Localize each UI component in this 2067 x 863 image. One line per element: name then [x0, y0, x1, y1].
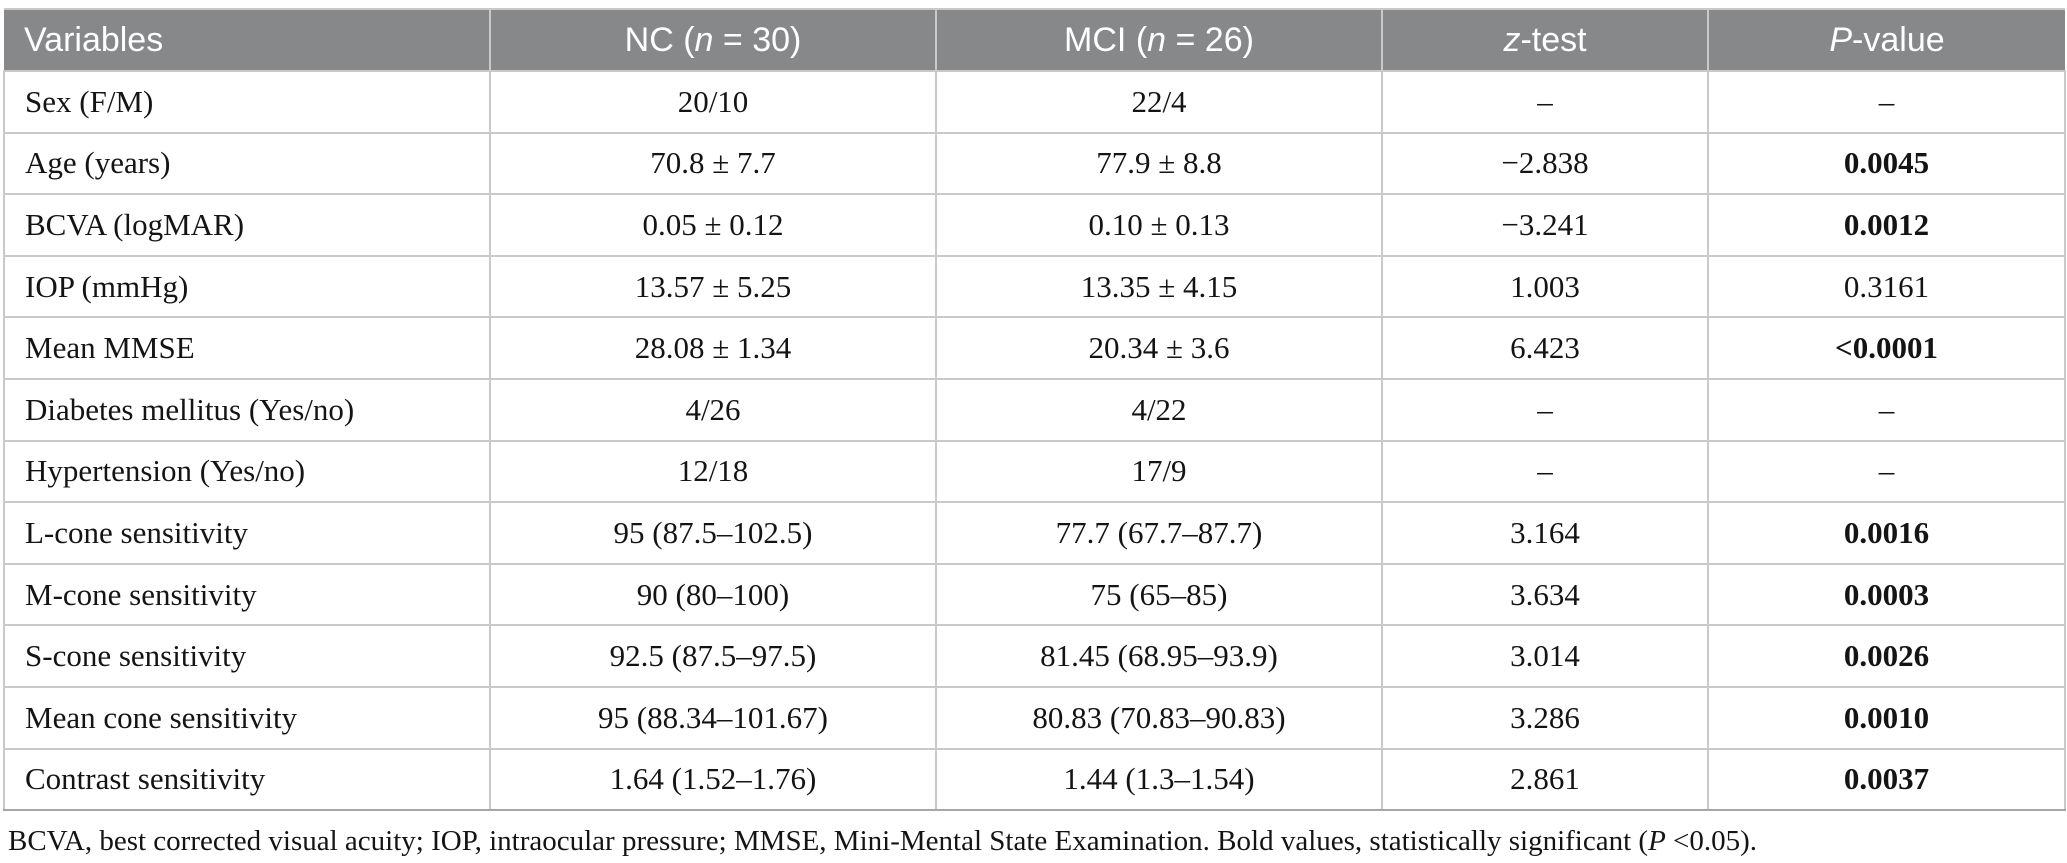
table-row: Mean MMSE 28.08 ± 1.34 20.34 ± 3.6 6.423… [3, 316, 2066, 380]
mci-value: 80.83 (70.83–90.83) [935, 685, 1383, 750]
table-row: M-cone sensitivity 90 (80–100) 75 (65–85… [3, 562, 2066, 627]
pvalue: 0.0016 [1707, 501, 2066, 565]
ztest-value: 1.003 [1381, 254, 1709, 319]
table-row: IOP (mmHg) 13.57 ± 5.25 13.35 ± 4.15 1.0… [3, 254, 2066, 319]
nc-value: 90 (80–100) [489, 562, 937, 627]
demographics-statistics-table: Variables NC (n = 30) MCI (n = 26) z-tes… [3, 8, 2066, 812]
ztest-value: −2.838 [1381, 131, 1709, 196]
ztest-value: – [1381, 377, 1709, 442]
nc-value: 12/18 [489, 439, 937, 504]
nc-value: 4/26 [489, 377, 937, 442]
pvalue: – [1707, 439, 2066, 504]
row-label: Mean cone sensitivity [3, 685, 491, 750]
row-label: Sex (F/M) [3, 70, 491, 134]
col-header-mci: MCI (n = 26) [935, 8, 1383, 72]
nc-value: 95 (87.5–102.5) [489, 501, 937, 565]
pvalue: 0.0026 [1707, 624, 2066, 688]
table-row: BCVA (logMAR) 0.05 ± 0.12 0.10 ± 0.13 −3… [3, 193, 2066, 257]
ztest-value: 3.014 [1381, 624, 1709, 688]
mci-value: 1.44 (1.3–1.54) [935, 747, 1383, 812]
row-label: BCVA (logMAR) [3, 193, 491, 257]
table-header-row: Variables NC (n = 30) MCI (n = 26) z-tes… [4, 8, 2065, 72]
pvalue: 0.0045 [1707, 131, 2066, 196]
ztest-value: 3.164 [1381, 501, 1709, 565]
pvalue: – [1707, 70, 2066, 134]
col-header-variables: Variables [4, 8, 491, 72]
row-label: M-cone sensitivity [3, 562, 491, 627]
table-row: L-cone sensitivity 95 (87.5–102.5) 77.7 … [3, 501, 2066, 565]
nc-value: 20/10 [489, 70, 937, 134]
mci-value: 13.35 ± 4.15 [935, 254, 1383, 319]
ztest-value: 3.286 [1381, 685, 1709, 750]
nc-value: 95 (88.34–101.67) [489, 685, 937, 750]
row-label: Contrast sensitivity [3, 747, 491, 812]
mci-value: 0.10 ± 0.13 [935, 193, 1383, 257]
col-header-pvalue: P-value [1707, 8, 2065, 72]
ztest-value: 2.861 [1381, 747, 1709, 812]
col-header-ztest: z-test [1381, 8, 1709, 72]
pvalue: 0.0012 [1707, 193, 2066, 257]
pvalue: – [1707, 377, 2066, 442]
pvalue: 0.0037 [1707, 747, 2066, 812]
table-row: Hypertension (Yes/no) 12/18 17/9 – – [3, 439, 2066, 504]
nc-value: 13.57 ± 5.25 [489, 254, 937, 319]
row-label: Age (years) [3, 131, 491, 196]
mci-value: 77.7 (67.7–87.7) [935, 501, 1383, 565]
table-footnote: BCVA, best corrected visual acuity; IOP,… [8, 825, 1758, 858]
nc-value: 1.64 (1.52–1.76) [489, 747, 937, 812]
mci-value: 75 (65–85) [935, 562, 1383, 627]
row-label: IOP (mmHg) [3, 254, 491, 319]
mci-value: 81.45 (68.95–93.9) [935, 624, 1383, 688]
mci-value: 22/4 [935, 70, 1383, 134]
row-label: Diabetes mellitus (Yes/no) [3, 377, 491, 442]
pvalue: 0.0010 [1707, 685, 2066, 750]
nc-value: 70.8 ± 7.7 [489, 131, 937, 196]
pvalue: 0.0003 [1707, 562, 2066, 627]
ztest-value: – [1381, 70, 1709, 134]
pvalue: <0.0001 [1707, 316, 2066, 380]
pvalue: 0.3161 [1707, 254, 2066, 319]
mci-value: 4/22 [935, 377, 1383, 442]
row-label: S-cone sensitivity [3, 624, 491, 688]
nc-value: 0.05 ± 0.12 [489, 193, 937, 257]
table-row: Mean cone sensitivity 95 (88.34–101.67) … [3, 685, 2066, 750]
mci-value: 20.34 ± 3.6 [935, 316, 1383, 380]
ztest-value: 3.634 [1381, 562, 1709, 627]
nc-value: 92.5 (87.5–97.5) [489, 624, 937, 688]
nc-value: 28.08 ± 1.34 [489, 316, 937, 380]
table-row: Sex (F/M) 20/10 22/4 – – [3, 70, 2066, 134]
mci-value: 17/9 [935, 439, 1383, 504]
table-row: Diabetes mellitus (Yes/no) 4/26 4/22 – – [3, 377, 2066, 442]
table-row: Age (years) 70.8 ± 7.7 77.9 ± 8.8 −2.838… [3, 131, 2066, 196]
mci-value: 77.9 ± 8.8 [935, 131, 1383, 196]
table-row: Contrast sensitivity 1.64 (1.52–1.76) 1.… [3, 747, 2066, 812]
row-label: Hypertension (Yes/no) [3, 439, 491, 504]
ztest-value: −3.241 [1381, 193, 1709, 257]
ztest-value: 6.423 [1381, 316, 1709, 380]
row-label: L-cone sensitivity [3, 501, 491, 565]
ztest-value: – [1381, 439, 1709, 504]
col-header-nc: NC (n = 30) [489, 8, 937, 72]
row-label: Mean MMSE [3, 316, 491, 380]
table-row: S-cone sensitivity 92.5 (87.5–97.5) 81.4… [3, 624, 2066, 688]
